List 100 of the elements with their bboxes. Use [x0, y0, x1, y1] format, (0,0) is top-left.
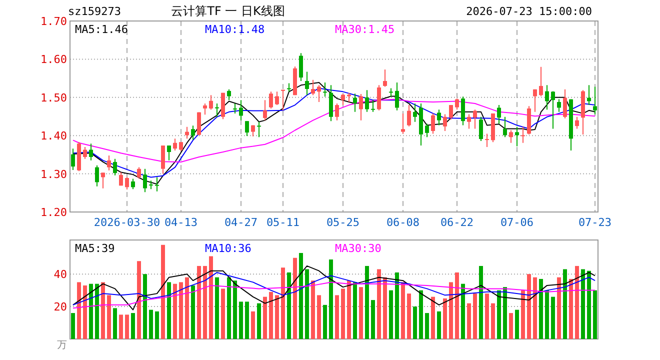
bar — [455, 272, 459, 339]
bar — [245, 302, 249, 339]
bar — [323, 304, 327, 339]
series-label: MA10:36 — [205, 242, 252, 255]
bar — [191, 285, 195, 339]
bar — [299, 252, 303, 339]
bar — [209, 256, 213, 339]
bar — [251, 311, 255, 339]
bar — [155, 311, 159, 339]
bar — [395, 272, 399, 339]
x-tick-label: 04-27 — [224, 216, 258, 229]
bar — [383, 277, 387, 339]
bar — [509, 313, 513, 339]
text: MA10:1.48 — [205, 23, 265, 36]
bar — [281, 268, 285, 339]
y-tick-label: 1.70 — [40, 15, 67, 28]
y-axis-title: 万 — [57, 340, 67, 351]
bar — [407, 294, 411, 339]
bar — [545, 290, 549, 339]
bar — [581, 269, 585, 339]
bar — [467, 303, 471, 339]
bar — [347, 280, 351, 339]
x-tick-label: 05-25 — [326, 216, 360, 229]
bar — [197, 266, 201, 339]
bar — [317, 295, 321, 339]
bar — [221, 288, 225, 339]
bar — [569, 278, 573, 339]
bar — [119, 314, 123, 339]
y-tick-label: 1.50 — [40, 91, 67, 104]
bar — [575, 266, 579, 339]
bar — [341, 288, 345, 339]
bar — [359, 287, 363, 339]
bar — [533, 277, 537, 339]
bar — [287, 272, 291, 339]
y-tick-label: 1.20 — [40, 206, 67, 219]
x-tick-label: 06-22 — [440, 216, 474, 229]
bar — [587, 270, 591, 339]
bar — [275, 295, 279, 339]
x-tick-label: 2026-03-30 — [94, 216, 160, 229]
bar — [215, 277, 219, 339]
bar — [269, 292, 273, 339]
bar — [173, 284, 177, 339]
bar — [233, 280, 237, 339]
bar — [437, 311, 441, 339]
bar — [377, 269, 381, 339]
bar — [425, 313, 429, 339]
bar — [551, 296, 555, 339]
bar — [101, 282, 105, 339]
bar — [83, 285, 87, 339]
y-tick-label: 1.30 — [40, 168, 67, 181]
x-tick-label: 07-23 — [578, 216, 612, 229]
x-tick-label: 07-06 — [500, 216, 534, 229]
bar — [431, 296, 435, 339]
bar — [257, 303, 261, 339]
bar — [365, 266, 369, 339]
bar — [461, 284, 465, 339]
x-tick-label: 06-08 — [386, 216, 420, 229]
bar — [137, 261, 141, 339]
bar — [149, 310, 153, 339]
bar — [521, 290, 525, 339]
bar — [419, 290, 423, 339]
bar — [371, 300, 375, 339]
bar — [353, 282, 357, 339]
bar — [413, 306, 417, 339]
bar — [305, 269, 309, 339]
bar — [491, 303, 495, 339]
bar — [179, 282, 183, 339]
bar — [485, 294, 489, 339]
bar — [161, 244, 165, 339]
bar — [329, 259, 333, 339]
bar — [293, 258, 297, 339]
x-tick-label: 04-13 — [164, 216, 198, 229]
bar — [443, 298, 447, 339]
chart-title: 云计算TF 一 日K线图 — [171, 4, 285, 18]
bar — [125, 314, 129, 339]
text: MA30:1.45 — [335, 23, 395, 36]
bar — [227, 277, 231, 339]
bar — [239, 302, 243, 339]
bar — [539, 278, 543, 339]
text: MA5:39 — [75, 242, 115, 255]
bar — [527, 274, 531, 339]
y-tick-label: 20 — [54, 300, 67, 314]
bar — [593, 290, 597, 339]
y-tick-label: 1.40 — [40, 130, 67, 143]
bar — [311, 280, 315, 339]
bar — [203, 266, 207, 339]
chart-subtitle: sz159273 — [68, 5, 121, 18]
text: MA30:30 — [335, 242, 382, 255]
bar — [185, 277, 189, 339]
bar — [89, 284, 93, 339]
bar — [71, 313, 75, 339]
bar — [497, 290, 501, 339]
text: 2026-07-23 15:00:00 — [466, 5, 592, 18]
bar — [77, 282, 81, 339]
text: MA5:1.46 — [75, 23, 128, 36]
bar — [515, 310, 519, 339]
bar — [113, 308, 117, 339]
bar — [401, 282, 405, 339]
bar — [563, 269, 567, 339]
bar — [479, 266, 483, 339]
